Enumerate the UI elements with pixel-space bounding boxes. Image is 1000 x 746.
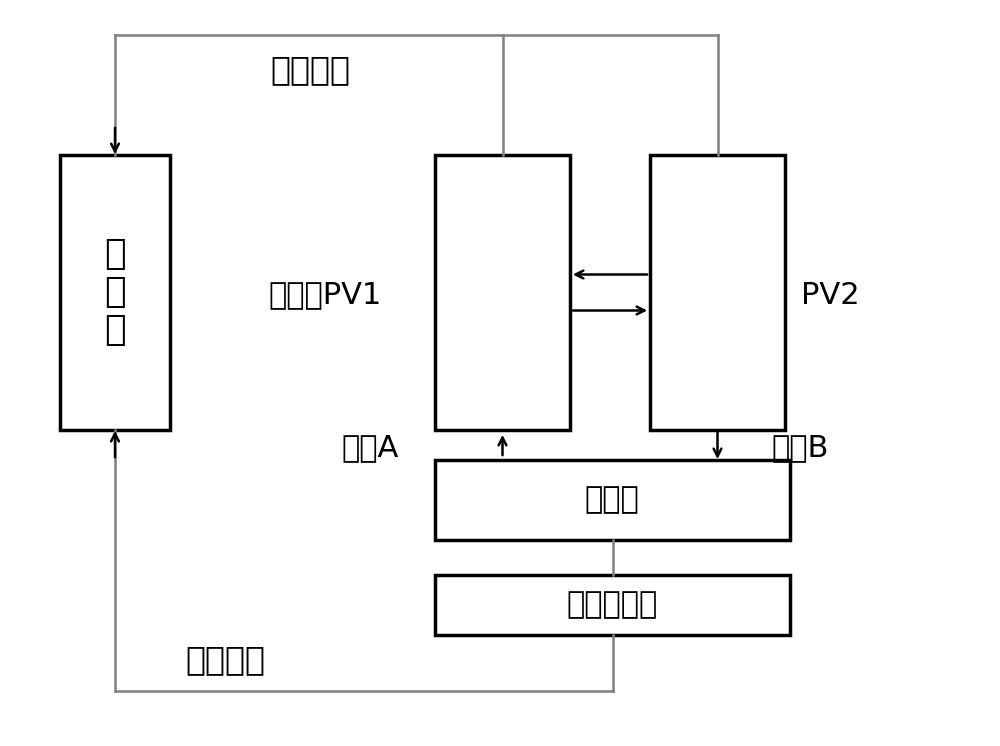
Bar	[435, 460, 790, 540]
Bar	[435, 155, 570, 430]
Text: 信号反馈: 信号反馈	[185, 644, 265, 677]
Text: 控
制
器: 控 制 器	[104, 237, 126, 347]
Text: 放大器PV1: 放大器PV1	[268, 280, 382, 310]
Text: 控制阀: 控制阀	[585, 486, 639, 515]
Text: PV2: PV2	[801, 280, 859, 310]
Bar	[435, 575, 790, 635]
Bar	[60, 155, 170, 430]
Text: 进气A: 进气A	[341, 433, 399, 463]
Text: 电压信号: 电压信号	[270, 54, 350, 87]
Text: 排气B: 排气B	[771, 433, 829, 463]
Bar	[650, 155, 785, 430]
Text: 反馈电位器: 反馈电位器	[566, 591, 658, 619]
